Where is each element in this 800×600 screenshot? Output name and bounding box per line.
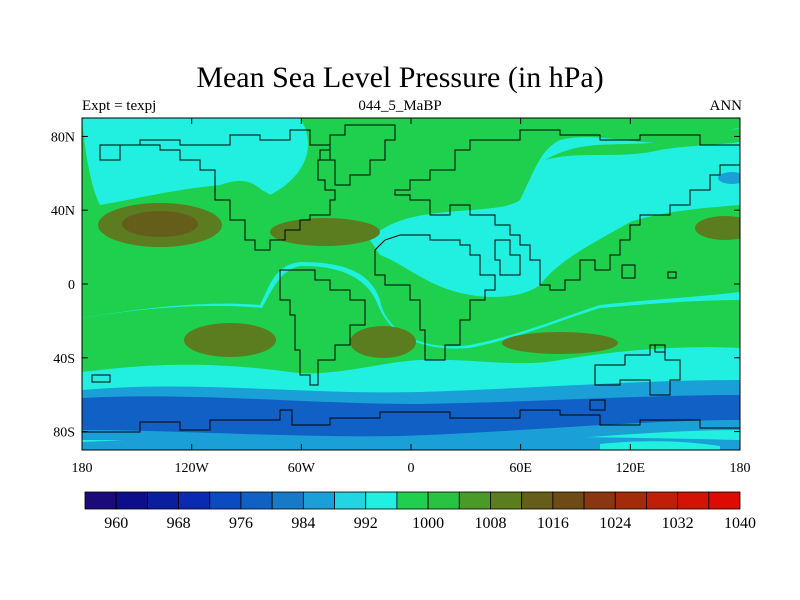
colorbar: 960 968 976 984 992 1000 1008 1016 1024 1032 1040 xyxy=(84,491,756,532)
field-mid-band xyxy=(82,118,740,258)
experiment-label: Expt = texpj xyxy=(82,98,157,114)
colorbar-tick-label: 1032 xyxy=(662,515,694,532)
colorbar-swatch xyxy=(302,491,335,510)
colorbar-tick-label: 968 xyxy=(167,515,191,532)
coastline-antarctica xyxy=(82,409,740,433)
period-label: 044_5_MaBP xyxy=(358,98,442,114)
map-field xyxy=(82,118,740,450)
lon-tick-label: 60W xyxy=(288,461,316,476)
lat-tick-label: 40S xyxy=(53,352,75,367)
season-label: ANN xyxy=(709,98,743,114)
colorbar-swatch xyxy=(490,491,523,510)
coastline-australia xyxy=(594,344,681,396)
longitude-axis: 180 120W 60W 0 60E 120E 180 xyxy=(72,118,751,476)
colorbar-swatch xyxy=(334,491,367,510)
colorbar-tick-label: 976 xyxy=(229,515,253,532)
latitude-axis: 80N 40N 0 40S 80S xyxy=(51,130,740,441)
colorbar-swatch xyxy=(552,491,585,510)
field-high-cell xyxy=(270,218,380,246)
coastline-eurasia xyxy=(394,129,740,291)
lon-tick-label: 60E xyxy=(509,461,532,476)
colorbar-tick-label: 1008 xyxy=(474,515,506,532)
colorbar-swatch xyxy=(209,491,242,510)
field-high-cell xyxy=(695,216,740,240)
coastline-islands xyxy=(91,264,677,411)
lon-tick-label: 0 xyxy=(408,461,415,476)
colorbar-swatch xyxy=(240,491,273,510)
colorbar-tick-label: 1024 xyxy=(599,515,631,532)
field-mid-band xyxy=(82,120,740,347)
lon-tick-label: 120W xyxy=(175,461,210,476)
lon-tick-label: 180 xyxy=(730,461,751,476)
coastlines xyxy=(82,124,740,433)
colorbar-swatch xyxy=(146,491,179,510)
field-high-cell xyxy=(502,332,618,354)
colorbar-tick-label: 984 xyxy=(291,515,315,532)
lon-tick-label: 120E xyxy=(616,461,646,476)
colorbar-swatch xyxy=(458,491,491,510)
field-mid-band xyxy=(545,128,740,160)
colorbar-swatch xyxy=(115,491,148,510)
coastline-north-america xyxy=(99,129,336,251)
lon-tick-label: 180 xyxy=(72,461,93,476)
colorbar-swatch xyxy=(84,491,117,510)
colorbar-swatch xyxy=(427,491,460,510)
field-low-band xyxy=(82,437,740,450)
coastline-africa xyxy=(374,234,496,361)
field-low-band xyxy=(82,395,740,437)
field-high-cell xyxy=(350,326,416,358)
lat-tick-label: 80S xyxy=(53,426,75,441)
coastline-south-america xyxy=(279,269,366,386)
field-high-cell xyxy=(122,211,198,237)
colorbar-tick-label: 992 xyxy=(354,515,378,532)
field-high-cell xyxy=(184,323,276,357)
colorbar-swatch xyxy=(396,491,429,510)
coastline-greenland xyxy=(319,124,396,186)
colorbar-swatch xyxy=(583,491,616,510)
map-title: Mean Sea Level Pressure (in hPa) xyxy=(196,61,604,94)
colorbar-tick-label: 1000 xyxy=(412,515,444,532)
colorbar-tick-label: 1016 xyxy=(537,515,569,532)
colorbar-swatch xyxy=(677,491,710,510)
colorbar-tick-label: 1040 xyxy=(724,515,756,532)
colorbar-swatch xyxy=(271,491,304,510)
colorbar-swatch xyxy=(365,491,398,510)
lat-tick-label: 80N xyxy=(51,130,75,145)
colorbar-swatch xyxy=(708,491,741,510)
colorbar-tick-label: 960 xyxy=(104,515,128,532)
colorbar-swatch xyxy=(646,491,679,510)
lat-tick-label: 0 xyxy=(68,278,75,293)
coastline-arabia xyxy=(494,239,521,276)
colorbar-swatch xyxy=(614,491,647,510)
colorbar-swatch xyxy=(521,491,554,510)
field-low-cell xyxy=(718,172,740,184)
colorbar-swatch xyxy=(178,491,211,510)
lat-tick-label: 40N xyxy=(51,204,75,219)
